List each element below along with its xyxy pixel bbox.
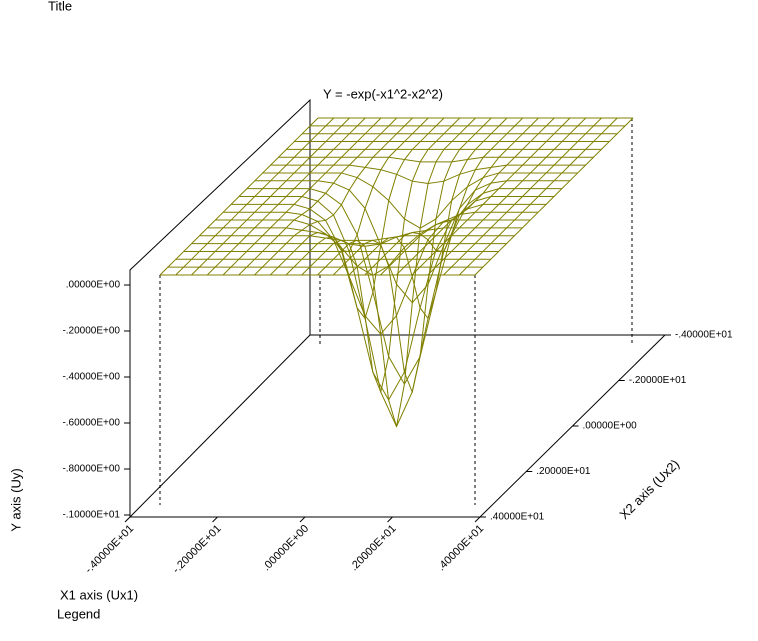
x2-tick-label: -.40000E+01 xyxy=(675,330,733,341)
mesh-line xyxy=(395,117,555,276)
mesh-line xyxy=(254,117,413,276)
mesh-line xyxy=(254,180,570,304)
x2-tick-label: .20000E+01 xyxy=(536,466,591,477)
mesh-line xyxy=(222,117,382,276)
mesh-line xyxy=(238,117,398,276)
x1-tick-label: -.40000E+01 xyxy=(83,523,136,576)
mesh-line xyxy=(223,211,539,335)
x1-tick-label: .40000E+01 xyxy=(436,523,487,574)
mesh-line xyxy=(269,117,429,276)
mesh-line xyxy=(458,117,618,276)
mesh-line xyxy=(411,117,571,276)
y-tick-label: -.80000E+00 xyxy=(62,464,120,475)
x2-axis-label: X2 axis (Ux2) xyxy=(616,456,682,522)
x2-tick-label: .00000E+00 xyxy=(583,421,638,432)
x1-tick xyxy=(212,516,218,523)
mesh-line xyxy=(301,117,461,394)
mesh-line xyxy=(191,117,350,276)
x1-tick xyxy=(387,516,393,523)
y-tick-label: -.40000E+00 xyxy=(62,372,120,383)
mesh-line xyxy=(317,117,476,427)
y-axis-label: Y axis (Uy) xyxy=(8,468,23,531)
mesh-line xyxy=(206,117,366,276)
x1-tick xyxy=(474,516,481,523)
chart-title: Title xyxy=(48,0,72,13)
x1-tick xyxy=(124,516,131,523)
legend: Legend xyxy=(57,606,100,621)
x2-tick-label: -.20000E+01 xyxy=(629,375,687,386)
chart-subtitle: Y = -exp(-x1^2-x2^2) xyxy=(323,86,443,101)
axis-box-edge xyxy=(129,334,311,518)
mesh-line xyxy=(175,117,335,276)
x1-tick-label: -.20000E+01 xyxy=(170,523,223,576)
mesh-line xyxy=(159,117,319,276)
x1-tick xyxy=(299,516,306,523)
mesh-line xyxy=(239,196,554,428)
y-tick-label: -.10000E+01 xyxy=(62,510,120,521)
y-tick-label: -.60000E+00 xyxy=(62,418,120,429)
y-tick-label: -.20000E+00 xyxy=(62,326,120,337)
mesh-line xyxy=(348,117,508,320)
x1-tick-label: .00000E+00 xyxy=(261,523,312,574)
mesh-line xyxy=(474,117,634,276)
x1-tick-label: .20000E+01 xyxy=(348,523,399,574)
x2-tick-label: .40000E+01 xyxy=(490,512,545,523)
mesh-line xyxy=(427,117,587,276)
mesh-line xyxy=(332,117,492,394)
frame xyxy=(129,98,667,518)
mesh-line xyxy=(443,117,602,276)
x1-axis-label: X1 axis (Ux1) xyxy=(60,587,138,602)
mesh-line xyxy=(364,117,524,276)
y-tick-label: .00000E+00 xyxy=(66,280,121,291)
mesh-line xyxy=(231,203,547,401)
axis-box xyxy=(129,98,667,518)
